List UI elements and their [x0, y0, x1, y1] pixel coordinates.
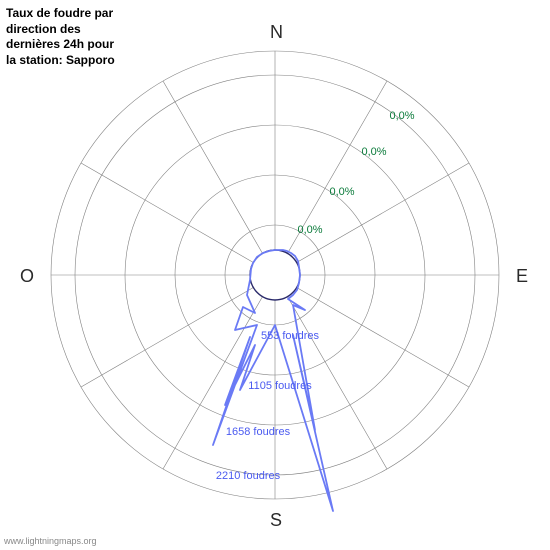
data-label-2: 1658 foudres	[226, 426, 290, 438]
cardinal-o: O	[20, 266, 34, 287]
attribution-text: www.lightningmaps.org	[4, 536, 97, 546]
data-label-1: 1105 foudres	[248, 380, 311, 392]
ring-label-2: 0,0%	[361, 146, 386, 158]
cardinal-s: S	[270, 510, 282, 531]
data-label-3: 2210 foudres	[216, 470, 280, 482]
ring-label-3: 0,0%	[389, 110, 414, 122]
cardinal-e: E	[516, 266, 528, 287]
ring-label-0: 0,0%	[297, 224, 322, 236]
polar-chart	[0, 0, 550, 550]
ring-label-1: 0,0%	[329, 186, 354, 198]
data-label-0: 553 foudres	[261, 330, 319, 342]
cardinal-n: N	[270, 22, 283, 43]
chart-title: Taux de foudre par direction des dernièr…	[6, 6, 116, 68]
